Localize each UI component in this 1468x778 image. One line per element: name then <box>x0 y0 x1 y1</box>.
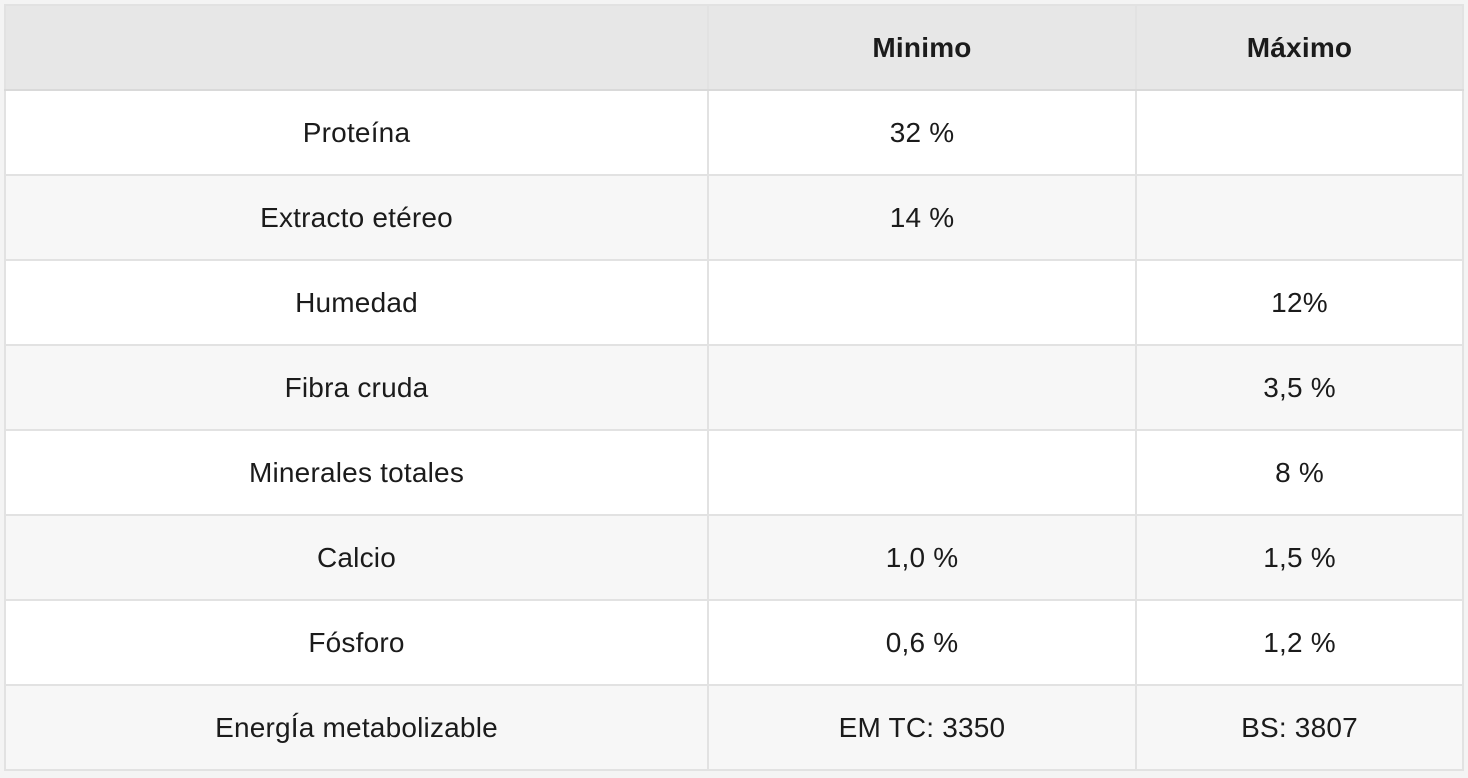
row-max-value: 8 % <box>1135 429 1464 516</box>
table-row-humedad: Humedad 12% <box>4 259 1464 346</box>
row-label: Fósforo <box>4 599 709 686</box>
row-min-value <box>707 344 1137 431</box>
table-body: Proteína 32 % Extracto etéreo 14 % Humed… <box>4 89 1464 771</box>
table-row-minerales-totales: Minerales totales 8 % <box>4 429 1464 516</box>
row-min-value <box>707 259 1137 346</box>
table-row-proteina: Proteína 32 % <box>4 89 1464 176</box>
header-cell-minimo: Minimo <box>707 4 1137 91</box>
nutrition-spec-table: Minimo Máximo Proteína 32 % Extracto eté… <box>4 4 1464 771</box>
row-min-value: 1,0 % <box>707 514 1137 601</box>
row-min-value <box>707 429 1137 516</box>
row-label: Calcio <box>4 514 709 601</box>
table-row-fosforo: Fósforo 0,6 % 1,2 % <box>4 599 1464 686</box>
row-max-value: 1,5 % <box>1135 514 1464 601</box>
row-min-value: 0,6 % <box>707 599 1137 686</box>
table-row-extracto-etereo: Extracto etéreo 14 % <box>4 174 1464 261</box>
row-label: Humedad <box>4 259 709 346</box>
row-label: Minerales totales <box>4 429 709 516</box>
row-min-value: 14 % <box>707 174 1137 261</box>
row-label: Fibra cruda <box>4 344 709 431</box>
row-min-value: 32 % <box>707 89 1137 176</box>
row-min-value: EM TC: 3350 <box>707 684 1137 771</box>
row-max-value: 1,2 % <box>1135 599 1464 686</box>
header-cell-empty <box>4 4 709 91</box>
row-max-value <box>1135 89 1464 176</box>
table-row-calcio: Calcio 1,0 % 1,5 % <box>4 514 1464 601</box>
row-label: EnergÍa metabolizable <box>4 684 709 771</box>
row-max-value: 3,5 % <box>1135 344 1464 431</box>
table-header-row: Minimo Máximo <box>4 4 1464 91</box>
row-max-value: 12% <box>1135 259 1464 346</box>
table-head: Minimo Máximo <box>4 4 1464 91</box>
row-label: Extracto etéreo <box>4 174 709 261</box>
row-max-value <box>1135 174 1464 261</box>
table-row-fibra-cruda: Fibra cruda 3,5 % <box>4 344 1464 431</box>
row-max-value: BS: 3807 <box>1135 684 1464 771</box>
header-cell-maximo: Máximo <box>1135 4 1464 91</box>
table-row-energia-metabolizable: EnergÍa metabolizable EM TC: 3350 BS: 38… <box>4 684 1464 771</box>
row-label: Proteína <box>4 89 709 176</box>
